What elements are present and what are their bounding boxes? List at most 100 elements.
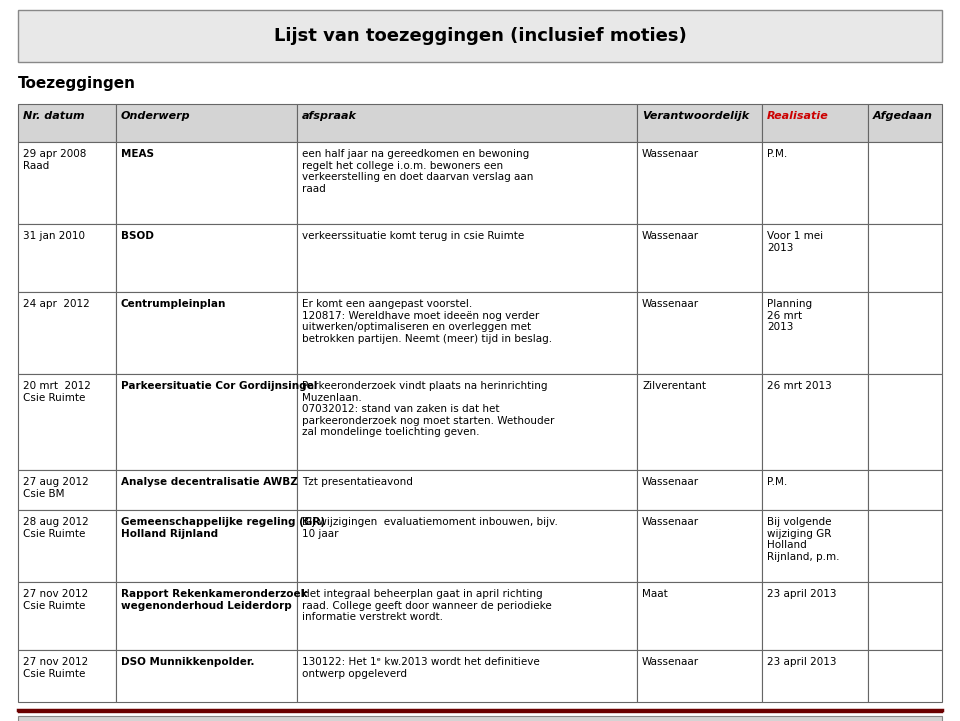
Bar [762, 104, 868, 142]
Text: 27 aug 2012
Csie BM: 27 aug 2012 Csie BM [23, 477, 88, 499]
Text: Parkeeronderzoek vindt plaats na herinrichting
Muzenlaan.
07032012: stand van za: Parkeeronderzoek vindt plaats na herinri… [302, 381, 555, 438]
Bar [868, 374, 942, 470]
Text: 28 aug 2012
Csie Ruimte: 28 aug 2012 Csie Ruimte [23, 517, 88, 539]
Text: 29 apr 2008
Raad: 29 apr 2008 Raad [23, 149, 86, 171]
Bar [637, 582, 762, 650]
Text: afspraak: afspraak [302, 111, 357, 121]
Bar [762, 224, 868, 292]
Bar [116, 650, 297, 702]
Bar [637, 470, 762, 510]
Bar [18, 104, 116, 142]
Bar [297, 142, 637, 224]
Text: Afgedaan: Afgedaan [873, 111, 933, 121]
Text: Wassenaar: Wassenaar [642, 657, 699, 667]
Bar [868, 650, 942, 702]
Bar [18, 142, 116, 224]
Text: Nr. datum: Nr. datum [23, 111, 84, 121]
Bar [297, 582, 637, 650]
Bar [868, 224, 942, 292]
Bar [116, 374, 297, 470]
Text: Tzt presentatieavond: Tzt presentatieavond [302, 477, 413, 487]
Text: Zilverentant: Zilverentant [642, 381, 706, 391]
Bar [297, 650, 637, 702]
Text: BSOD: BSOD [121, 231, 154, 241]
Text: Wassenaar: Wassenaar [642, 149, 699, 159]
Bar [116, 582, 297, 650]
Bar [297, 224, 637, 292]
Bar [637, 374, 762, 470]
Text: Maat: Maat [642, 589, 668, 599]
Bar [868, 510, 942, 582]
Bar [116, 104, 297, 142]
Bar [297, 510, 637, 582]
Bar [868, 142, 942, 224]
Text: 130122: Het 1ᵉ kw.2013 wordt het definitieve
ontwerp opgeleverd: 130122: Het 1ᵉ kw.2013 wordt het definit… [302, 657, 540, 678]
Text: Wassenaar: Wassenaar [642, 517, 699, 527]
Bar [762, 650, 868, 702]
Bar [18, 716, 942, 721]
Bar [868, 470, 942, 510]
Bar [18, 224, 116, 292]
Text: 24 apr  2012: 24 apr 2012 [23, 299, 89, 309]
Bar [762, 582, 868, 650]
Bar [637, 224, 762, 292]
Text: Bij volgende
wijziging GR
Holland
Rijnland, p.m.: Bij volgende wijziging GR Holland Rijnla… [767, 517, 839, 562]
Bar [18, 292, 116, 374]
Bar [18, 470, 116, 510]
Text: 27 nov 2012
Csie Ruimte: 27 nov 2012 Csie Ruimte [23, 589, 88, 611]
Bar [868, 104, 942, 142]
Text: Voor 1 mei
2013: Voor 1 mei 2013 [767, 231, 823, 252]
Text: Wassenaar: Wassenaar [642, 231, 699, 241]
Text: Parkeersituatie Cor Gordijnsingel: Parkeersituatie Cor Gordijnsingel [121, 381, 318, 391]
Text: Rapport Rekenkameronderzoek
wegenonderhoud Leiderdorp: Rapport Rekenkameronderzoek wegenonderho… [121, 589, 307, 611]
Bar [762, 510, 868, 582]
Bar [18, 650, 116, 702]
Text: 23 april 2013: 23 april 2013 [767, 657, 836, 667]
Bar [762, 470, 868, 510]
Bar [18, 10, 942, 62]
Bar [762, 142, 868, 224]
Bar [297, 374, 637, 470]
Text: Realisatie: Realisatie [767, 111, 828, 121]
Bar [868, 292, 942, 374]
Text: P.M.: P.M. [767, 477, 787, 487]
Bar [18, 374, 116, 470]
Bar [868, 582, 942, 650]
Text: Toezeggingen: Toezeggingen [18, 76, 136, 91]
Text: Er komt een aangepast voorstel.
120817: Wereldhave moet ideeën nog verder
uitwer: Er komt een aangepast voorstel. 120817: … [302, 299, 552, 344]
Text: Gemeenschappelijke regeling (GR)
Holland Rijnland: Gemeenschappelijke regeling (GR) Holland… [121, 517, 325, 539]
Bar [637, 104, 762, 142]
Text: Verantwoordelijk: Verantwoordelijk [642, 111, 749, 121]
Bar [297, 470, 637, 510]
Text: verkeerssituatie komt terug in csie Ruimte: verkeerssituatie komt terug in csie Ruim… [302, 231, 524, 241]
Bar [762, 374, 868, 470]
Text: DSO Munnikkenpolder.: DSO Munnikkenpolder. [121, 657, 254, 667]
Bar [18, 510, 116, 582]
Bar [116, 470, 297, 510]
Text: 20 mrt  2012
Csie Ruimte: 20 mrt 2012 Csie Ruimte [23, 381, 91, 402]
Text: Bij wijzigingen  evaluatiemoment inbouwen, bijv.
10 jaar: Bij wijzigingen evaluatiemoment inbouwen… [302, 517, 558, 539]
Text: Planning
26 mrt
2013: Planning 26 mrt 2013 [767, 299, 812, 332]
Bar [297, 292, 637, 374]
Text: 26 mrt 2013: 26 mrt 2013 [767, 381, 831, 391]
Bar [637, 292, 762, 374]
Bar [637, 142, 762, 224]
Text: Onderwerp: Onderwerp [121, 111, 191, 121]
Text: Wassenaar: Wassenaar [642, 477, 699, 487]
Text: Analyse decentralisatie AWBZ: Analyse decentralisatie AWBZ [121, 477, 298, 487]
Text: 23 april 2013: 23 april 2013 [767, 589, 836, 599]
Text: Wassenaar: Wassenaar [642, 299, 699, 309]
Bar [637, 650, 762, 702]
Text: 27 nov 2012
Csie Ruimte: 27 nov 2012 Csie Ruimte [23, 657, 88, 678]
Text: P.M.: P.M. [767, 149, 787, 159]
Bar [18, 582, 116, 650]
Text: MEAS: MEAS [121, 149, 154, 159]
Bar [762, 292, 868, 374]
Text: een half jaar na gereedkomen en bewoning
regelt het college i.o.m. bewoners een
: een half jaar na gereedkomen en bewoning… [302, 149, 534, 194]
Bar [116, 510, 297, 582]
Bar [116, 224, 297, 292]
Text: Centrumpleinplan: Centrumpleinplan [121, 299, 227, 309]
Bar [637, 510, 762, 582]
Bar [116, 142, 297, 224]
Text: Lijst van toezeggingen (inclusief moties): Lijst van toezeggingen (inclusief moties… [274, 27, 686, 45]
